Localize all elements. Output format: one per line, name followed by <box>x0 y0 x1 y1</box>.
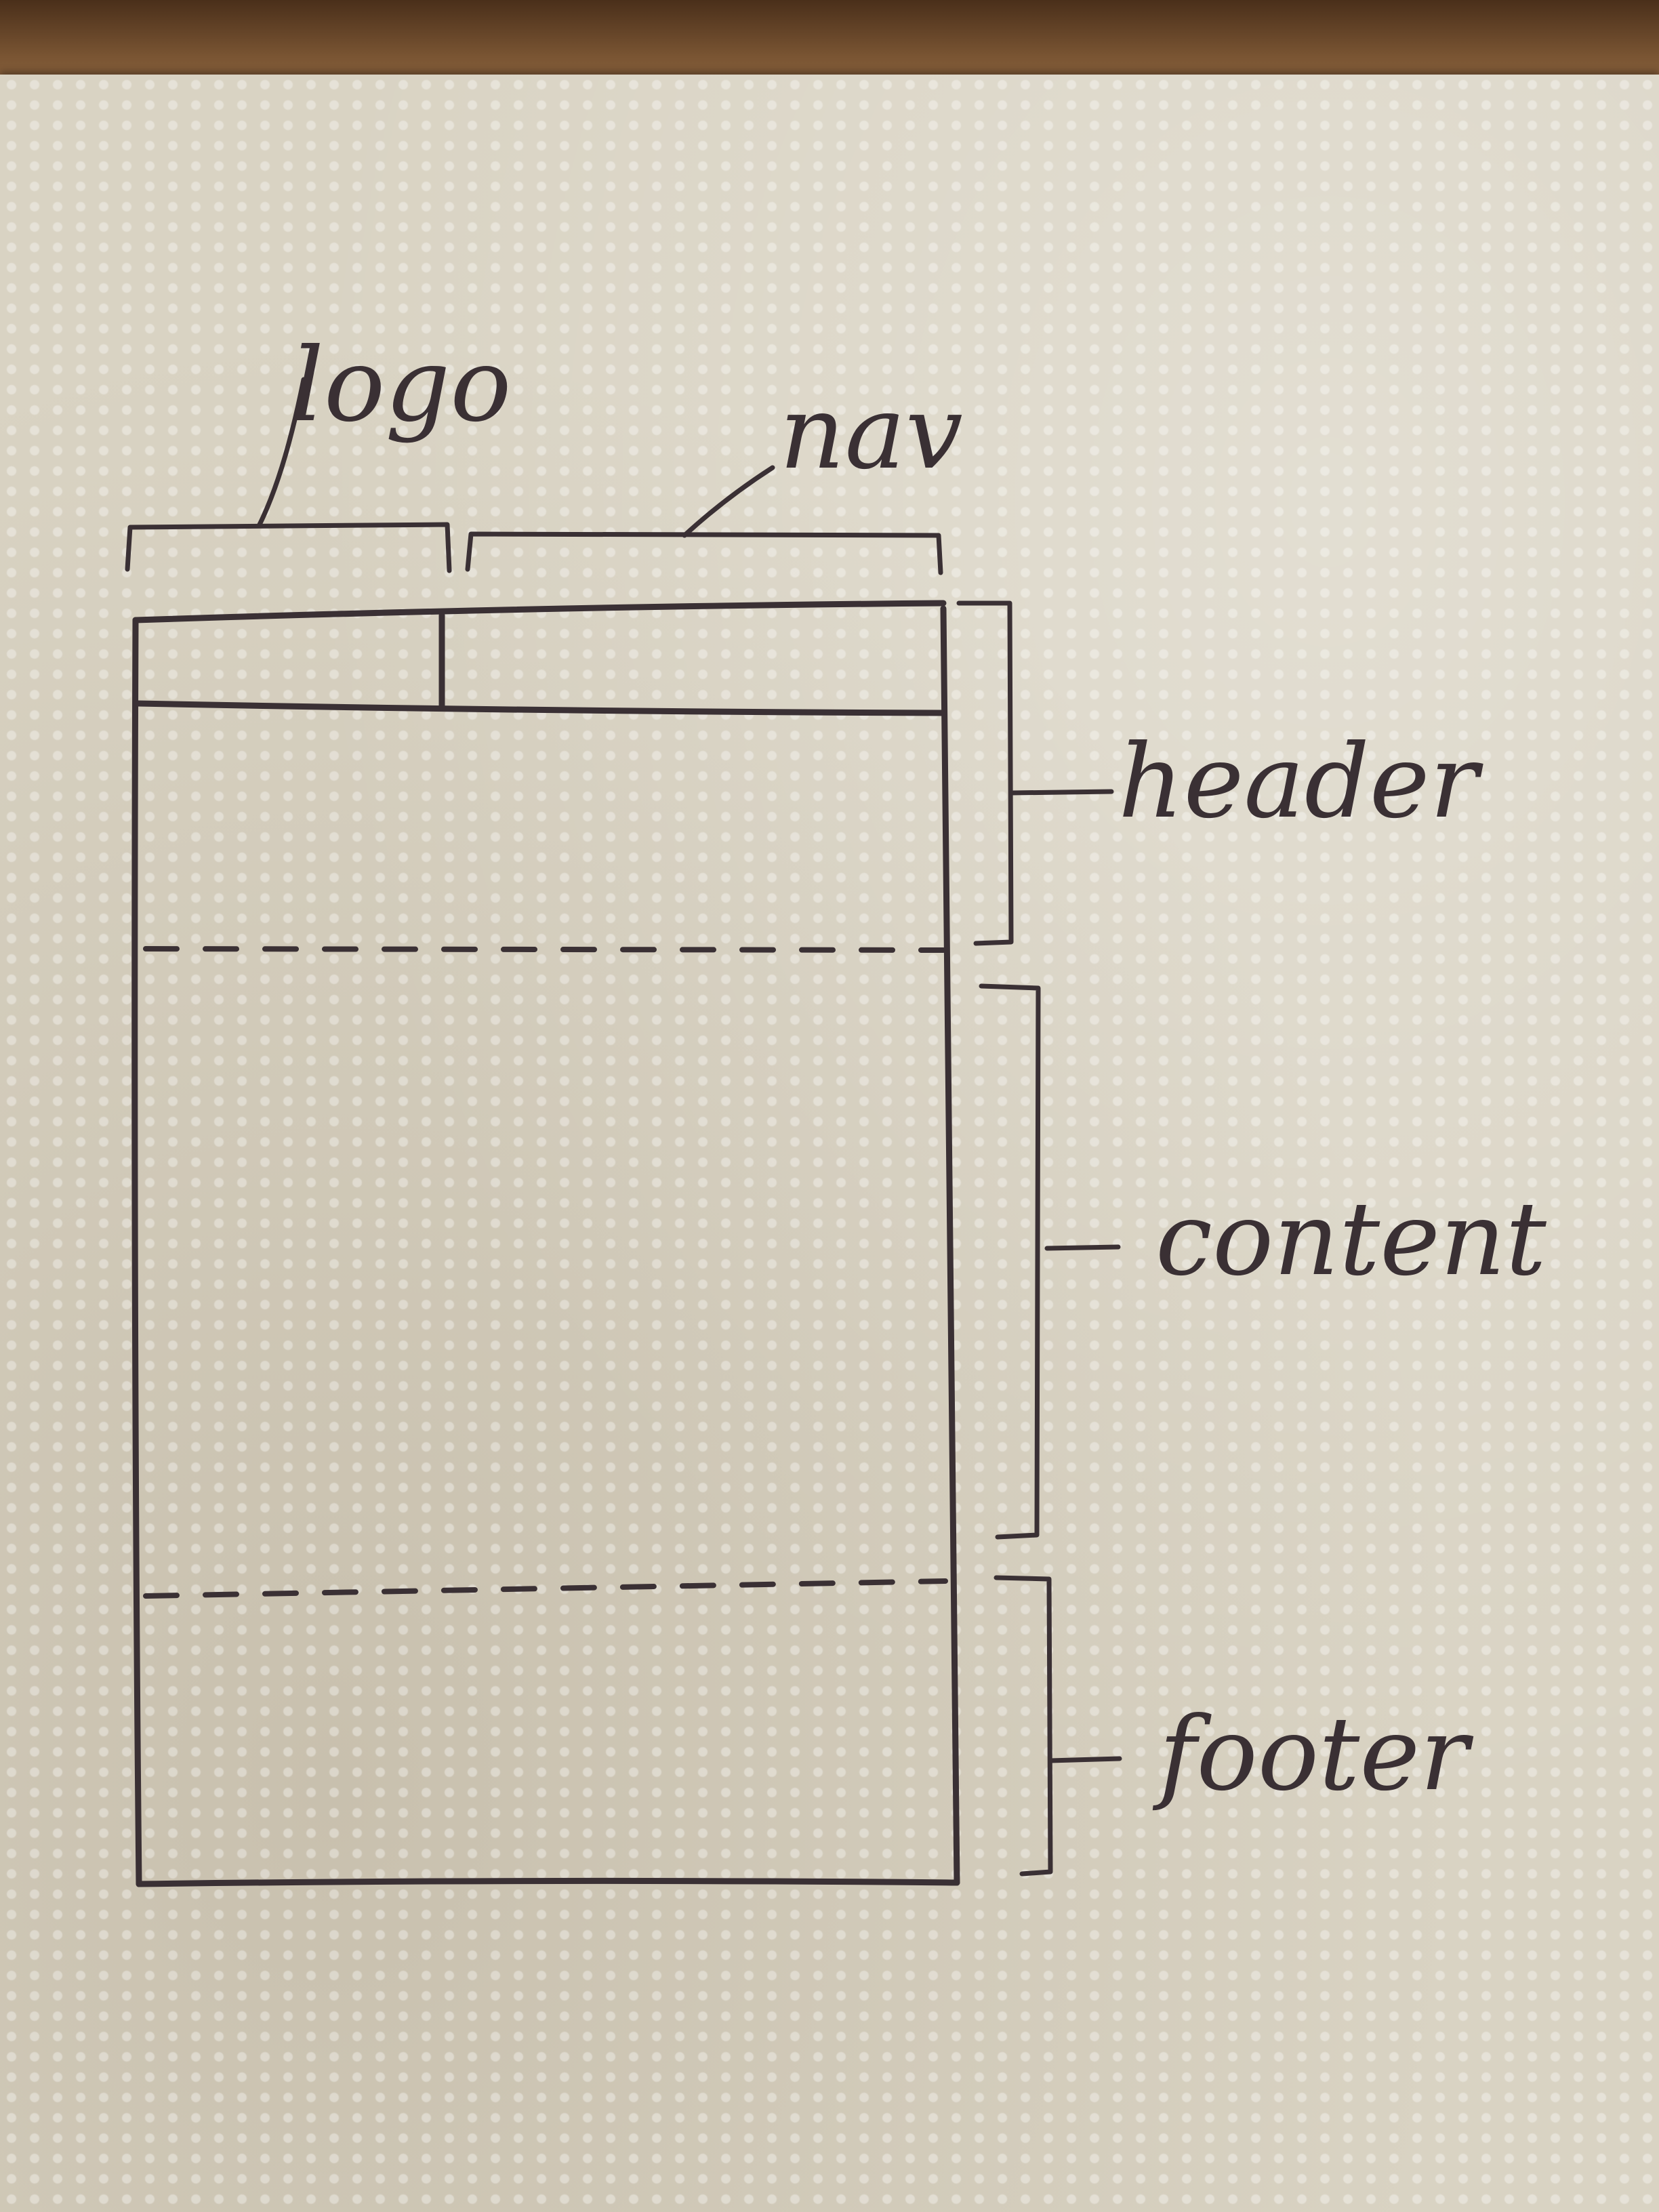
content-footer-divider <box>143 1578 948 1599</box>
content-bracket <box>979 983 1121 1540</box>
page-frame <box>131 600 960 1887</box>
nav-label: nav <box>779 374 963 492</box>
top-bar-bottom-line <box>134 700 947 716</box>
footer-bracket <box>994 1575 1122 1877</box>
page-frame-bottom-edge <box>136 1877 960 1887</box>
content-label: content <box>1155 1181 1547 1298</box>
footer-label: footer <box>1152 1696 1474 1814</box>
paper-napkin <box>0 75 1659 2212</box>
header-bracket <box>956 600 1114 946</box>
page-frame-left-edge <box>131 617 142 1887</box>
logo-label: logo <box>291 327 512 445</box>
logo-bracket <box>125 377 452 573</box>
header-content-divider <box>143 946 946 953</box>
page-frame-top-edge <box>132 600 947 623</box>
nav-bracket <box>465 465 943 575</box>
header-label: header <box>1118 723 1484 841</box>
page-frame-right-edge <box>940 605 960 1886</box>
top-bar <box>134 612 947 716</box>
